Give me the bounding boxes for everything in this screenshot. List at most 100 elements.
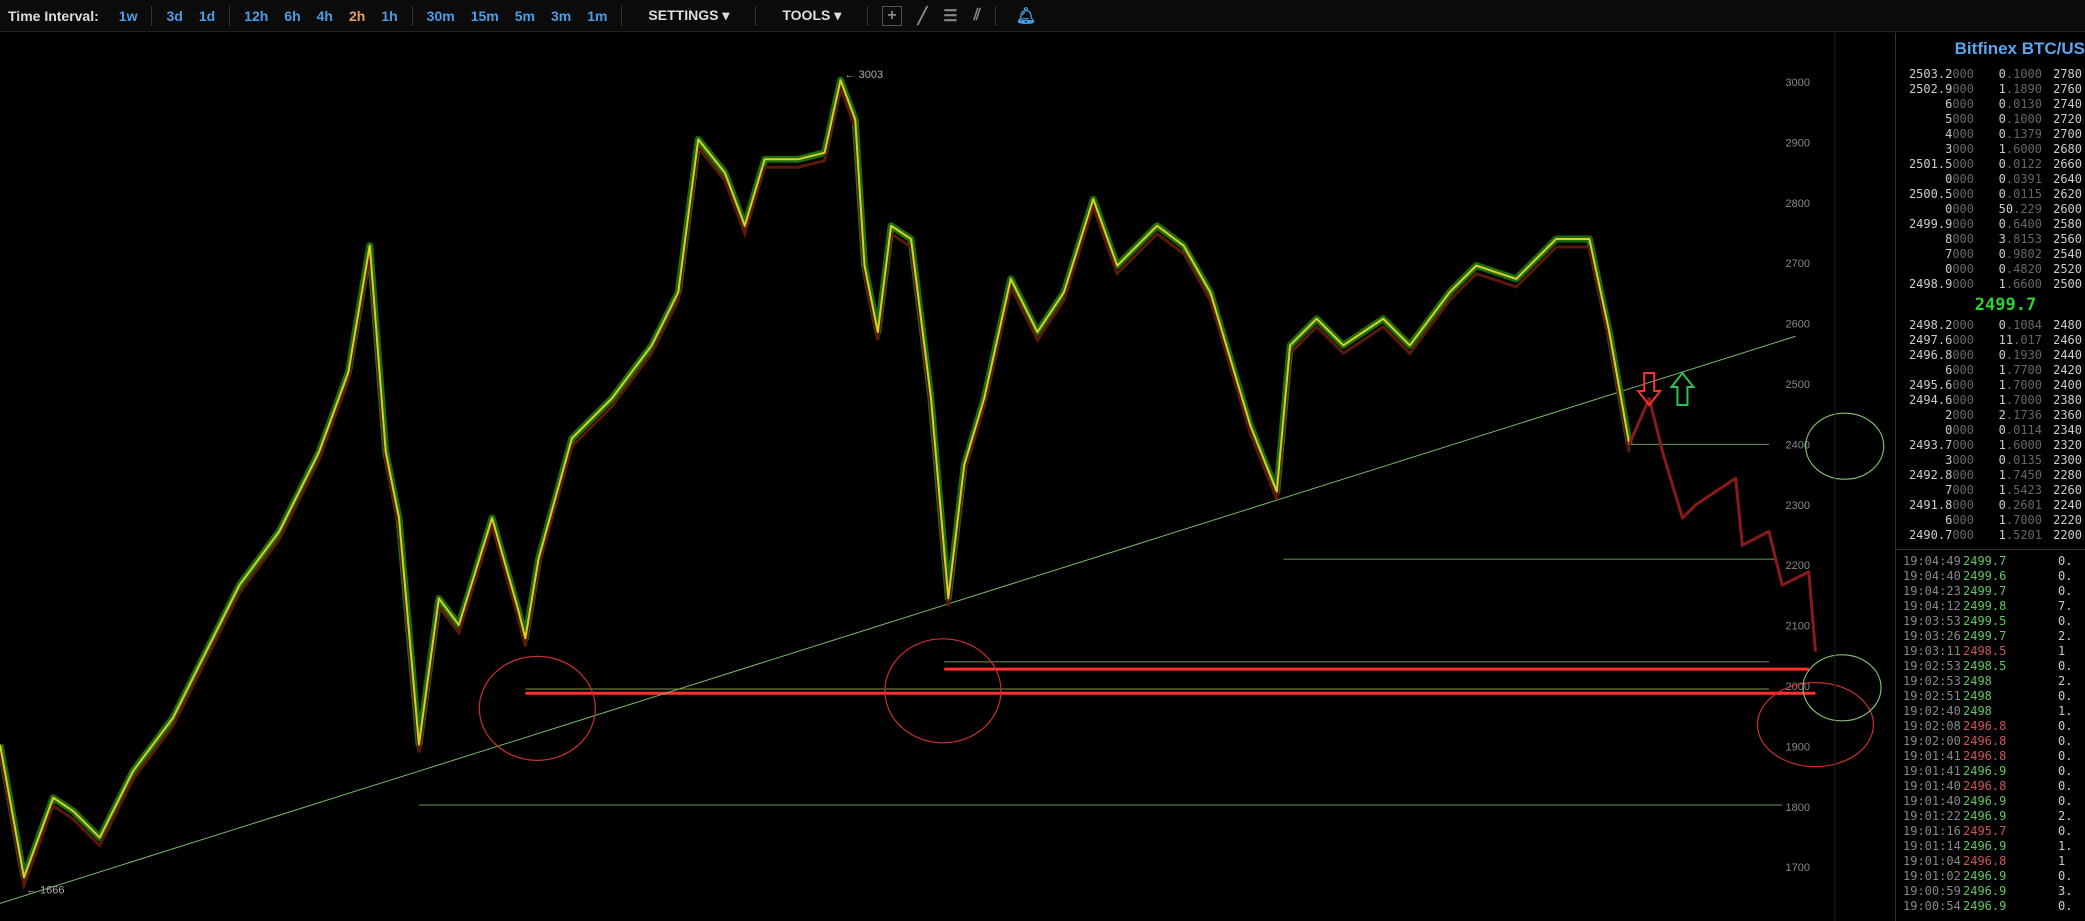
bid-row[interactable]: 2490.7000 1.5201 2200 <box>1896 528 2085 543</box>
amount-main: 0 <box>1998 498 2006 512</box>
price: 5000 <box>1896 112 1974 127</box>
ask-row[interactable]: 2502.9000 1.1890 2760 <box>1896 82 2085 97</box>
price-main: 2502.9 <box>1908 82 1953 96</box>
bid-row[interactable]: 6000 1.7700 2420 <box>1896 363 2085 378</box>
price: 2495.6000 <box>1896 378 1974 393</box>
trade-price: 2496.9 <box>1963 839 2007 853</box>
price-main: 8 <box>1945 232 1953 246</box>
trade-price: 2499.6 <box>1963 569 2007 583</box>
y-tick-label: 1900 <box>1786 741 1810 753</box>
ask-row[interactable]: 2500.5000 0.0115 2620 <box>1896 187 2085 202</box>
price-line <box>0 79 1631 879</box>
price: 0000 <box>1896 262 1974 277</box>
price-dim: 000 <box>1952 97 1974 111</box>
ask-row[interactable]: 4000 0.1379 2700 <box>1896 127 2085 142</box>
interval-1m[interactable]: 1m <box>587 7 608 24</box>
amount-dim: .9802 <box>2005 247 2042 261</box>
bid-row[interactable]: 2497.6000 11.017 2460 <box>1896 333 2085 348</box>
trade-amount: 0. <box>2058 734 2073 748</box>
ask-row[interactable]: 0000 50.229 2600 <box>1896 202 2085 217</box>
ask-row[interactable]: 0000 0.4820 2520 <box>1896 262 2085 277</box>
level: 2440 <box>2053 348 2082 362</box>
interval-2h[interactable]: 2h <box>348 7 366 24</box>
bid-row[interactable]: 2494.6000 1.7000 2380 <box>1896 393 2085 408</box>
ask-row[interactable]: 2498.9000 1.6600 2500 <box>1896 277 2085 292</box>
ask-row[interactable]: 7000 0.9802 2540 <box>1896 247 2085 262</box>
ask-row[interactable]: 8000 3.8153 2560 <box>1896 232 2085 247</box>
amount-dim: .5423 <box>2005 483 2042 497</box>
ask-row[interactable]: 2503.2000 0.1000 2780 <box>1896 67 2085 82</box>
bid-row[interactable]: 2492.8000 1.7450 2280 <box>1896 468 2085 483</box>
amount: 0.0391 <box>1974 172 2042 187</box>
interval-1d[interactable]: 1d <box>198 7 216 24</box>
bid-row[interactable]: 2495.6000 1.7000 2400 <box>1896 378 2085 393</box>
trendline <box>0 335 1796 904</box>
ask-row[interactable]: 5000 0.1000 2720 <box>1896 112 2085 127</box>
ask-row[interactable]: 3000 1.6000 2680 <box>1896 142 2085 157</box>
crosshair-icon[interactable]: + <box>882 5 902 26</box>
amount-dim: .7700 <box>2005 363 2042 377</box>
amount: 1.7000 <box>1974 378 2042 393</box>
price-dim: 000 <box>1952 82 1974 96</box>
trade-row: 19:01:41 2496.8 0. <box>1896 749 2085 764</box>
price-dim: 000 <box>1952 318 1974 332</box>
interval-15m[interactable]: 15m <box>470 7 499 24</box>
bid-row[interactable]: 2000 2.1736 2360 <box>1896 408 2085 423</box>
amount: 0.0135 <box>1974 453 2042 468</box>
trade-time: 19:01:22 <box>1903 809 1961 823</box>
interval-1h[interactable]: 1h <box>381 7 398 24</box>
bid-row[interactable]: 2498.2000 0.1084 2480 <box>1896 318 2085 333</box>
divider <box>621 5 623 26</box>
price-main: 6 <box>1945 363 1953 377</box>
price: 2000 <box>1896 408 1974 423</box>
price: 6000 <box>1896 97 1974 112</box>
fan-icon[interactable]: ⫽ <box>973 6 981 24</box>
trade-price: 2499.7 <box>1963 629 2007 643</box>
bid-row[interactable]: 2491.8000 0.2601 2240 <box>1896 498 2085 513</box>
tools-menu[interactable]: TOOLS ▾ <box>782 7 842 23</box>
interval-6h[interactable]: 6h <box>284 7 301 24</box>
bid-row[interactable]: 0000 0.0114 2340 <box>1896 423 2085 438</box>
y-tick-label: 2100 <box>1786 621 1810 633</box>
ask-row[interactable]: 2501.5000 0.0122 2660 <box>1896 157 2085 172</box>
toolbar: Time Interval: 1w 3d 1d 12h 6h 4h 2h 1h 30m 15m 5m… <box>0 0 2085 32</box>
line-icon[interactable]: ╱ <box>917 7 928 25</box>
level: 2520 <box>2053 262 2082 276</box>
bid-row[interactable]: 7000 1.5423 2260 <box>1896 483 2085 498</box>
fib-lines-icon[interactable]: ☰ <box>943 7 958 25</box>
trade-time: 19:04:49 <box>1903 554 1961 568</box>
bid-row[interactable]: 2493.7000 1.6000 2320 <box>1896 438 2085 453</box>
price-dim: 000 <box>1952 378 1974 392</box>
interval-4h[interactable]: 4h <box>316 7 333 24</box>
price-chart[interactable]: 3000 2900 2800 2700 2600 2500 2400 2300 2200 2100… <box>0 33 1895 921</box>
interval-5m[interactable]: 5m <box>514 7 535 24</box>
bid-row[interactable]: 2496.8000 0.1930 2440 <box>1896 348 2085 363</box>
trade-amount: 0. <box>2058 569 2073 583</box>
settings-menu[interactable]: SETTINGS ▾ <box>648 7 730 23</box>
price-dim: 000 <box>1952 453 1974 467</box>
amount: 11.017 <box>1974 333 2042 348</box>
trade-amount: 1. <box>2058 704 2073 718</box>
interval-12h[interactable]: 12h <box>244 7 269 24</box>
amount: 1.7000 <box>1974 393 2042 408</box>
ask-row[interactable]: 2499.9000 0.6400 2580 <box>1896 217 2085 232</box>
price-dim: 000 <box>1952 423 1974 437</box>
trade-amount: 2. <box>2058 629 2073 643</box>
trade-amount: 0. <box>2058 824 2073 838</box>
ask-row[interactable]: 6000 0.0130 2740 <box>1896 97 2085 112</box>
bell-icon[interactable]: 🔔︎ <box>1015 7 1037 25</box>
trade-amount: 0. <box>2058 614 2073 628</box>
asks-list: 2503.2000 0.1000 2780 2502.9000 1.1890 2760 60… <box>1896 67 2085 292</box>
interval-3d[interactable]: 3d <box>166 7 183 24</box>
price: 8000 <box>1896 232 1974 247</box>
interval-3m[interactable]: 3m <box>550 7 572 24</box>
amount-dim: .7450 <box>2005 468 2042 482</box>
y-tick-label: 2500 <box>1786 379 1810 391</box>
interval-30m[interactable]: 30m <box>426 7 455 24</box>
bid-row[interactable]: 6000 1.7000 2220 <box>1896 513 2085 528</box>
bid-row[interactable]: 3000 0.0135 2300 <box>1896 453 2085 468</box>
level: 2420 <box>2053 363 2082 377</box>
interval-1w[interactable]: 1w <box>118 7 138 24</box>
ask-row[interactable]: 0000 0.0391 2640 <box>1896 172 2085 187</box>
trade-amount: 2. <box>2058 674 2073 688</box>
